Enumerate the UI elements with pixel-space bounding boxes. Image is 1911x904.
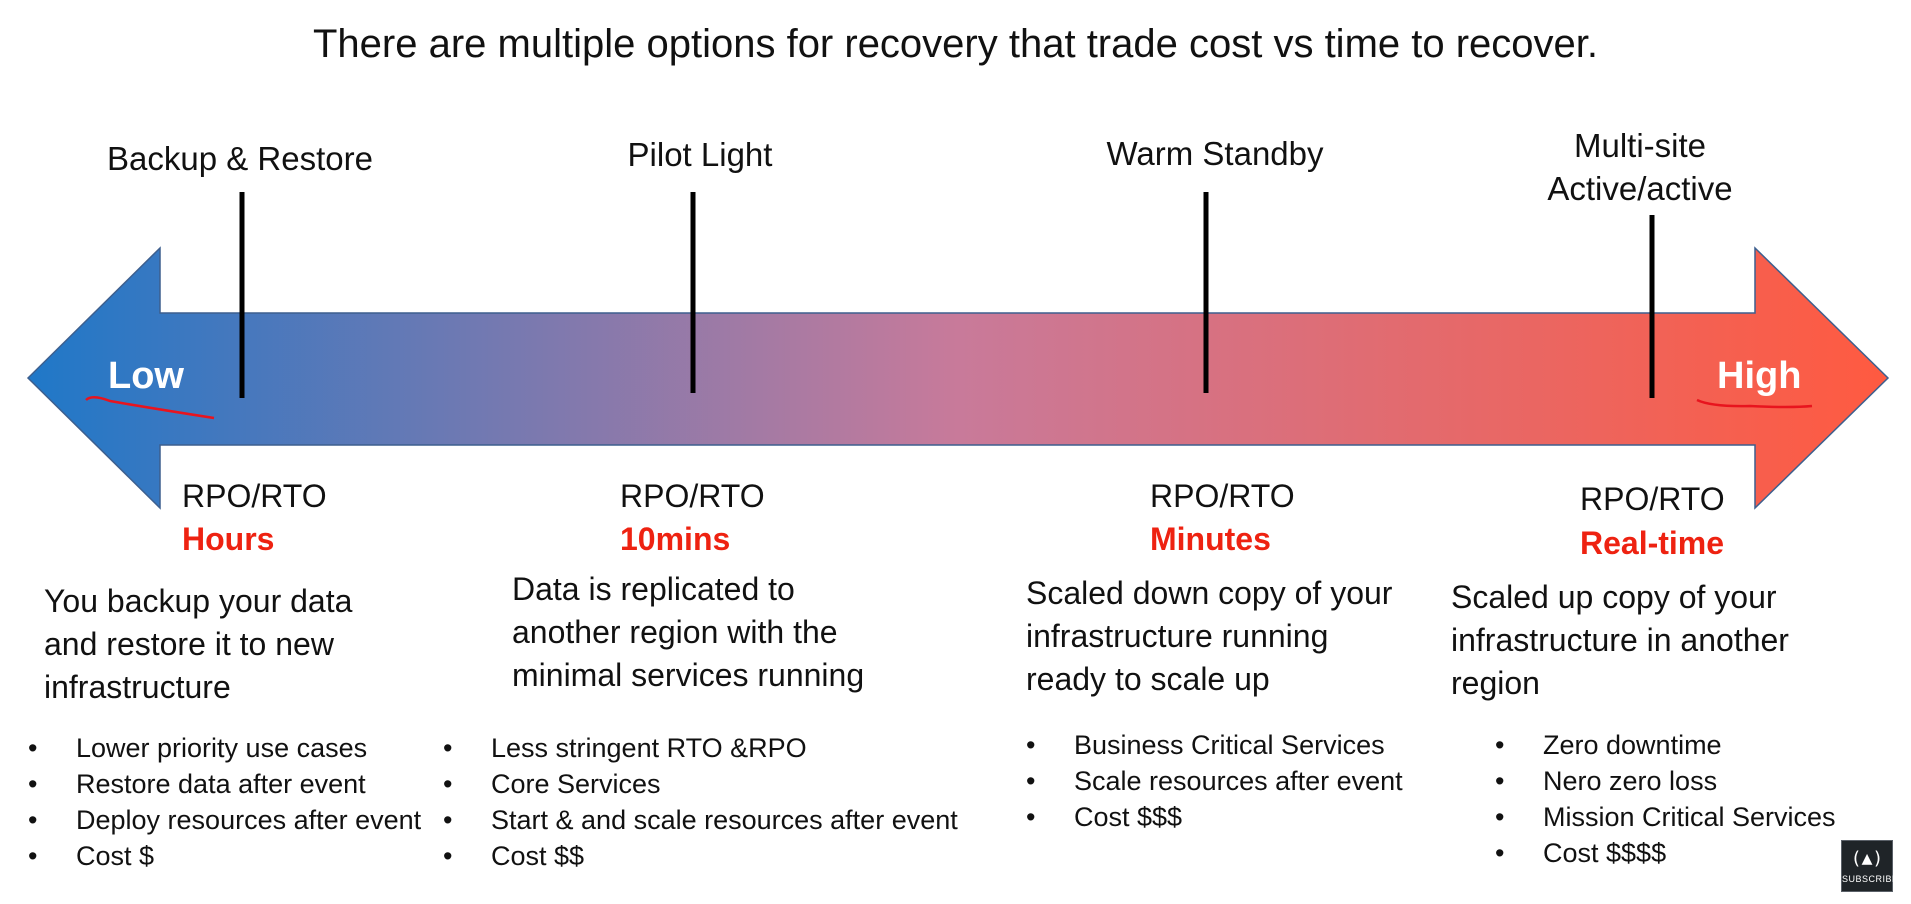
rpo-rto-label: RPO/RTO <box>1150 478 1295 514</box>
list-item: Nero zero loss <box>1495 763 1836 799</box>
list-item: Lower priority use cases <box>28 730 421 766</box>
option-name-backup-restore: Backup & Restore <box>107 140 373 177</box>
list-item: Start & and scale resources after event <box>443 802 958 838</box>
page-title: There are multiple options for recovery … <box>313 22 1598 66</box>
list-item: Zero downtime <box>1495 727 1836 763</box>
list-item: Business Critical Services <box>1026 727 1403 763</box>
list-item: Restore data after event <box>28 766 421 802</box>
option-bullet-list: Business Critical Services Scale resourc… <box>1026 727 1403 835</box>
code-flame-icon: (▲) <box>1850 848 1884 869</box>
rpo-rto-value: 10mins <box>620 521 731 557</box>
option-bullet-list: Less stringent RTO &RPO Core Services St… <box>443 730 958 874</box>
option-description: Data is replicated to another region wit… <box>512 571 865 693</box>
scale-low-label: Low <box>108 355 184 397</box>
option-description: Scaled up copy of your infrastructure in… <box>1451 579 1789 701</box>
list-item: Less stringent RTO &RPO <box>443 730 958 766</box>
rpo-rto-value: Hours <box>182 521 275 557</box>
option-bullet-list: Lower priority use cases Restore data af… <box>28 730 421 874</box>
list-item: Mission Critical Services <box>1495 799 1836 835</box>
list-item: Cost $ <box>28 838 421 874</box>
rpo-rto-value: Minutes <box>1150 521 1271 557</box>
list-item: Deploy resources after event <box>28 802 421 838</box>
option-description: You backup your data and restore it to n… <box>44 583 353 705</box>
subscribe-label: SUBSCRIBE <box>1842 874 1899 884</box>
list-item: Core Services <box>443 766 958 802</box>
high-underline-annotation <box>1696 398 1813 409</box>
list-item: Cost $$$ <box>1026 799 1403 835</box>
option-name-multi-site: Multi-site Active/active <box>1547 127 1733 207</box>
option-name-pilot-light: Pilot Light <box>627 136 773 173</box>
rpo-rto-label: RPO/RTO <box>182 478 327 514</box>
double-arrow-shape <box>26 246 1890 510</box>
list-item: Scale resources after event <box>1026 763 1403 799</box>
list-item: Cost $$ <box>443 838 958 874</box>
option-description: Scaled down copy of your infrastructure … <box>1026 575 1393 697</box>
low-underline-annotation <box>85 396 215 420</box>
list-item: Cost $$$$ <box>1495 835 1836 871</box>
scale-high-label: High <box>1717 355 1802 397</box>
subscribe-badge[interactable]: (▲) SUBSCRIBE <box>1841 840 1899 892</box>
option-bullet-list: Zero downtime Nero zero loss Mission Cri… <box>1495 727 1836 871</box>
rpo-rto-value: Real-time <box>1580 525 1725 561</box>
option-name-warm-standby: Warm Standby <box>1106 135 1324 172</box>
rpo-rto-label: RPO/RTO <box>1580 481 1725 517</box>
rpo-rto-label: RPO/RTO <box>620 478 765 514</box>
